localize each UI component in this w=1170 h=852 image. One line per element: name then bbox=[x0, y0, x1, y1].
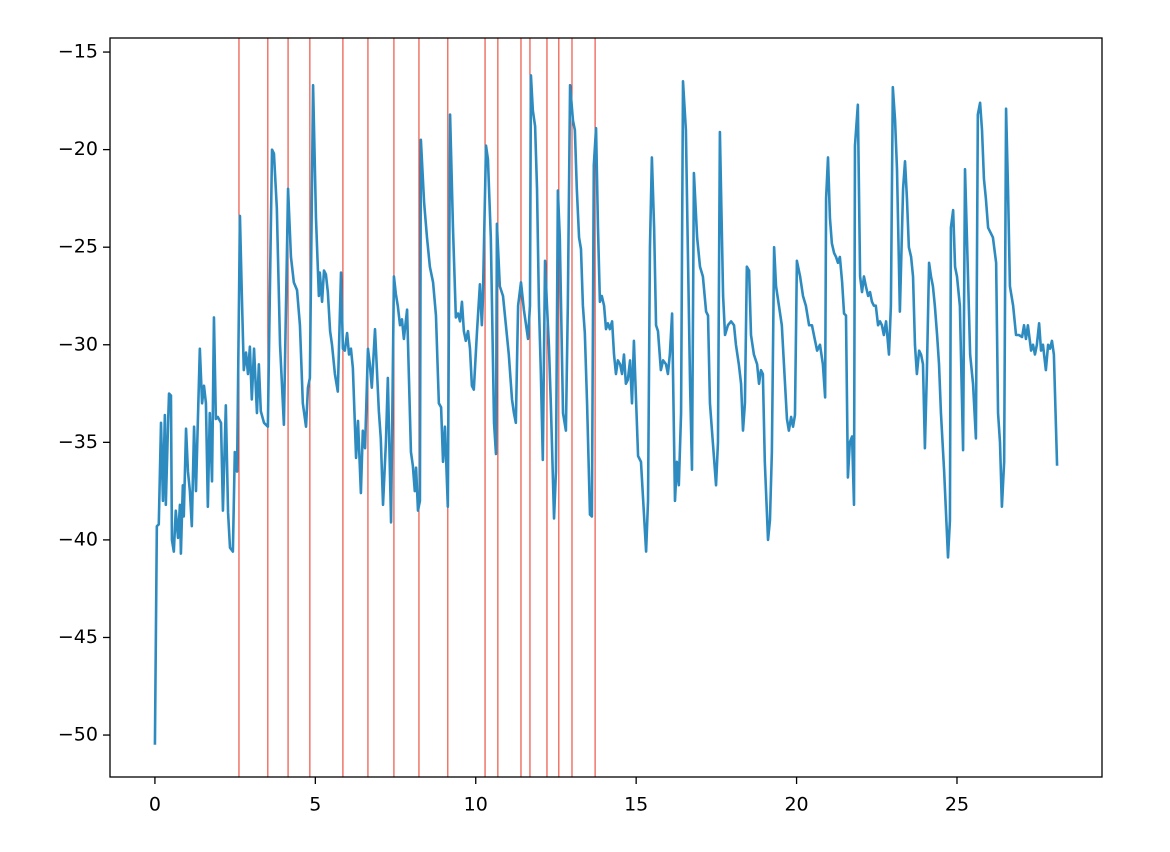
x-tick-label: 10 bbox=[464, 794, 488, 816]
x-tick-label: 15 bbox=[624, 794, 648, 816]
y-tick-label: −45 bbox=[58, 626, 98, 648]
x-tick-label: 25 bbox=[945, 794, 969, 816]
y-tick-label: −50 bbox=[58, 724, 98, 746]
y-tick-label: −20 bbox=[58, 138, 98, 160]
x-tick-label: 20 bbox=[784, 794, 808, 816]
axes-frame bbox=[109, 37, 1103, 778]
data-line bbox=[153, 74, 1059, 745]
x-tick-label: 5 bbox=[309, 794, 321, 816]
plot-area bbox=[153, 38, 1059, 777]
y-tick-label: −15 bbox=[58, 41, 98, 63]
y-tick-label: −30 bbox=[58, 333, 98, 355]
y-tick-label: −25 bbox=[58, 236, 98, 258]
x-tick-label: 0 bbox=[149, 794, 161, 816]
y-tick-label: −35 bbox=[58, 431, 98, 453]
y-tick-label: −40 bbox=[58, 528, 98, 550]
